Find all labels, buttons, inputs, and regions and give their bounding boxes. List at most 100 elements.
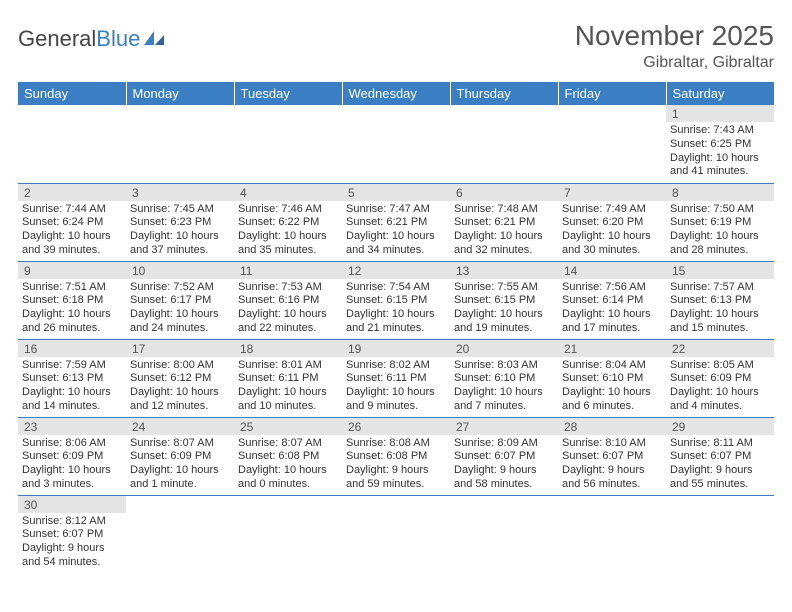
- calendar-cell: 7Sunrise: 7:49 AMSunset: 6:20 PMDaylight…: [558, 183, 666, 261]
- calendar-cell-empty: [234, 495, 342, 573]
- location: Gibraltar, Gibraltar: [575, 54, 774, 72]
- calendar-cell: 26Sunrise: 8:08 AMSunset: 6:08 PMDayligh…: [342, 417, 450, 495]
- day-details: Sunrise: 7:53 AMSunset: 6:16 PMDaylight:…: [234, 279, 342, 338]
- day-number: 26: [342, 418, 450, 435]
- day-details: Sunrise: 8:02 AMSunset: 6:11 PMDaylight:…: [342, 357, 450, 416]
- calendar-cell: 29Sunrise: 8:11 AMSunset: 6:07 PMDayligh…: [666, 417, 774, 495]
- calendar-cell: 12Sunrise: 7:54 AMSunset: 6:15 PMDayligh…: [342, 261, 450, 339]
- month-title: November 2025: [575, 20, 774, 52]
- day-details: Sunrise: 7:54 AMSunset: 6:15 PMDaylight:…: [342, 279, 450, 338]
- day-number: 1: [666, 105, 774, 122]
- calendar-row: 23Sunrise: 8:06 AMSunset: 6:09 PMDayligh…: [18, 417, 774, 495]
- weekday-header: Thursday: [450, 82, 558, 105]
- day-number: 15: [666, 262, 774, 279]
- day-number: 17: [126, 340, 234, 357]
- calendar-cell: 10Sunrise: 7:52 AMSunset: 6:17 PMDayligh…: [126, 261, 234, 339]
- calendar-row: 16Sunrise: 7:59 AMSunset: 6:13 PMDayligh…: [18, 339, 774, 417]
- calendar-cell: 8Sunrise: 7:50 AMSunset: 6:19 PMDaylight…: [666, 183, 774, 261]
- calendar-cell: 17Sunrise: 8:00 AMSunset: 6:12 PMDayligh…: [126, 339, 234, 417]
- calendar-cell-empty: [342, 495, 450, 573]
- logo: GeneralBlue: [18, 20, 166, 52]
- day-number: 28: [558, 418, 666, 435]
- day-details: Sunrise: 7:48 AMSunset: 6:21 PMDaylight:…: [450, 201, 558, 260]
- day-number: 11: [234, 262, 342, 279]
- calendar-row: 30Sunrise: 8:12 AMSunset: 6:07 PMDayligh…: [18, 495, 774, 573]
- calendar-cell: 25Sunrise: 8:07 AMSunset: 6:08 PMDayligh…: [234, 417, 342, 495]
- day-details: Sunrise: 8:09 AMSunset: 6:07 PMDaylight:…: [450, 435, 558, 494]
- calendar-cell: 1Sunrise: 7:43 AMSunset: 6:25 PMDaylight…: [666, 105, 774, 183]
- calendar-cell-empty: [126, 105, 234, 183]
- weekday-header: Tuesday: [234, 82, 342, 105]
- calendar-cell-empty: [126, 495, 234, 573]
- day-number: 27: [450, 418, 558, 435]
- day-number: 2: [18, 184, 126, 201]
- calendar-cell: 14Sunrise: 7:56 AMSunset: 6:14 PMDayligh…: [558, 261, 666, 339]
- day-number: 23: [18, 418, 126, 435]
- logo-text-general: General: [18, 26, 96, 52]
- logo-sail-icon: [142, 29, 166, 47]
- day-number: 12: [342, 262, 450, 279]
- calendar-row: 1Sunrise: 7:43 AMSunset: 6:25 PMDaylight…: [18, 105, 774, 183]
- calendar-cell-empty: [558, 495, 666, 573]
- calendar-cell: 6Sunrise: 7:48 AMSunset: 6:21 PMDaylight…: [450, 183, 558, 261]
- calendar-cell-empty: [342, 105, 450, 183]
- day-number: 9: [18, 262, 126, 279]
- day-details: Sunrise: 8:12 AMSunset: 6:07 PMDaylight:…: [18, 513, 126, 572]
- calendar-cell: 23Sunrise: 8:06 AMSunset: 6:09 PMDayligh…: [18, 417, 126, 495]
- day-details: Sunrise: 7:57 AMSunset: 6:13 PMDaylight:…: [666, 279, 774, 338]
- day-details: Sunrise: 8:11 AMSunset: 6:07 PMDaylight:…: [666, 435, 774, 494]
- calendar-cell: 24Sunrise: 8:07 AMSunset: 6:09 PMDayligh…: [126, 417, 234, 495]
- day-number: 16: [18, 340, 126, 357]
- header: GeneralBlue November 2025 Gibraltar, Gib…: [18, 20, 774, 72]
- day-details: Sunrise: 8:00 AMSunset: 6:12 PMDaylight:…: [126, 357, 234, 416]
- day-number: 25: [234, 418, 342, 435]
- weekday-header: Monday: [126, 82, 234, 105]
- calendar-cell: 28Sunrise: 8:10 AMSunset: 6:07 PMDayligh…: [558, 417, 666, 495]
- calendar-cell: 22Sunrise: 8:05 AMSunset: 6:09 PMDayligh…: [666, 339, 774, 417]
- calendar-cell: 21Sunrise: 8:04 AMSunset: 6:10 PMDayligh…: [558, 339, 666, 417]
- day-number: 22: [666, 340, 774, 357]
- calendar-cell: 11Sunrise: 7:53 AMSunset: 6:16 PMDayligh…: [234, 261, 342, 339]
- day-details: Sunrise: 8:08 AMSunset: 6:08 PMDaylight:…: [342, 435, 450, 494]
- day-details: Sunrise: 7:51 AMSunset: 6:18 PMDaylight:…: [18, 279, 126, 338]
- day-number: 14: [558, 262, 666, 279]
- calendar-cell: 19Sunrise: 8:02 AMSunset: 6:11 PMDayligh…: [342, 339, 450, 417]
- day-details: Sunrise: 7:45 AMSunset: 6:23 PMDaylight:…: [126, 201, 234, 260]
- day-details: Sunrise: 8:05 AMSunset: 6:09 PMDaylight:…: [666, 357, 774, 416]
- weekday-header: Sunday: [18, 82, 126, 105]
- day-details: Sunrise: 7:44 AMSunset: 6:24 PMDaylight:…: [18, 201, 126, 260]
- day-details: Sunrise: 8:04 AMSunset: 6:10 PMDaylight:…: [558, 357, 666, 416]
- calendar-row: 9Sunrise: 7:51 AMSunset: 6:18 PMDaylight…: [18, 261, 774, 339]
- day-details: Sunrise: 8:06 AMSunset: 6:09 PMDaylight:…: [18, 435, 126, 494]
- calendar-cell: 5Sunrise: 7:47 AMSunset: 6:21 PMDaylight…: [342, 183, 450, 261]
- calendar-cell: 2Sunrise: 7:44 AMSunset: 6:24 PMDaylight…: [18, 183, 126, 261]
- day-number: 20: [450, 340, 558, 357]
- day-number: 8: [666, 184, 774, 201]
- day-details: Sunrise: 7:59 AMSunset: 6:13 PMDaylight:…: [18, 357, 126, 416]
- calendar-cell: 20Sunrise: 8:03 AMSunset: 6:10 PMDayligh…: [450, 339, 558, 417]
- day-details: Sunrise: 7:49 AMSunset: 6:20 PMDaylight:…: [558, 201, 666, 260]
- calendar-body: 1Sunrise: 7:43 AMSunset: 6:25 PMDaylight…: [18, 105, 774, 573]
- day-details: Sunrise: 7:56 AMSunset: 6:14 PMDaylight:…: [558, 279, 666, 338]
- title-block: November 2025 Gibraltar, Gibraltar: [575, 20, 774, 72]
- day-number: 7: [558, 184, 666, 201]
- day-details: Sunrise: 7:50 AMSunset: 6:19 PMDaylight:…: [666, 201, 774, 260]
- calendar-cell-empty: [18, 105, 126, 183]
- calendar-cell-empty: [234, 105, 342, 183]
- day-number: 4: [234, 184, 342, 201]
- weekday-header: Friday: [558, 82, 666, 105]
- calendar-cell-empty: [450, 495, 558, 573]
- day-number: 21: [558, 340, 666, 357]
- day-details: Sunrise: 7:47 AMSunset: 6:21 PMDaylight:…: [342, 201, 450, 260]
- calendar-cell-empty: [666, 495, 774, 573]
- day-details: Sunrise: 7:55 AMSunset: 6:15 PMDaylight:…: [450, 279, 558, 338]
- calendar-cell: 18Sunrise: 8:01 AMSunset: 6:11 PMDayligh…: [234, 339, 342, 417]
- day-number: 10: [126, 262, 234, 279]
- day-details: Sunrise: 8:01 AMSunset: 6:11 PMDaylight:…: [234, 357, 342, 416]
- day-number: 30: [18, 496, 126, 513]
- day-details: Sunrise: 8:07 AMSunset: 6:08 PMDaylight:…: [234, 435, 342, 494]
- day-details: Sunrise: 7:43 AMSunset: 6:25 PMDaylight:…: [666, 122, 774, 181]
- day-details: Sunrise: 7:52 AMSunset: 6:17 PMDaylight:…: [126, 279, 234, 338]
- day-number: 5: [342, 184, 450, 201]
- day-number: 6: [450, 184, 558, 201]
